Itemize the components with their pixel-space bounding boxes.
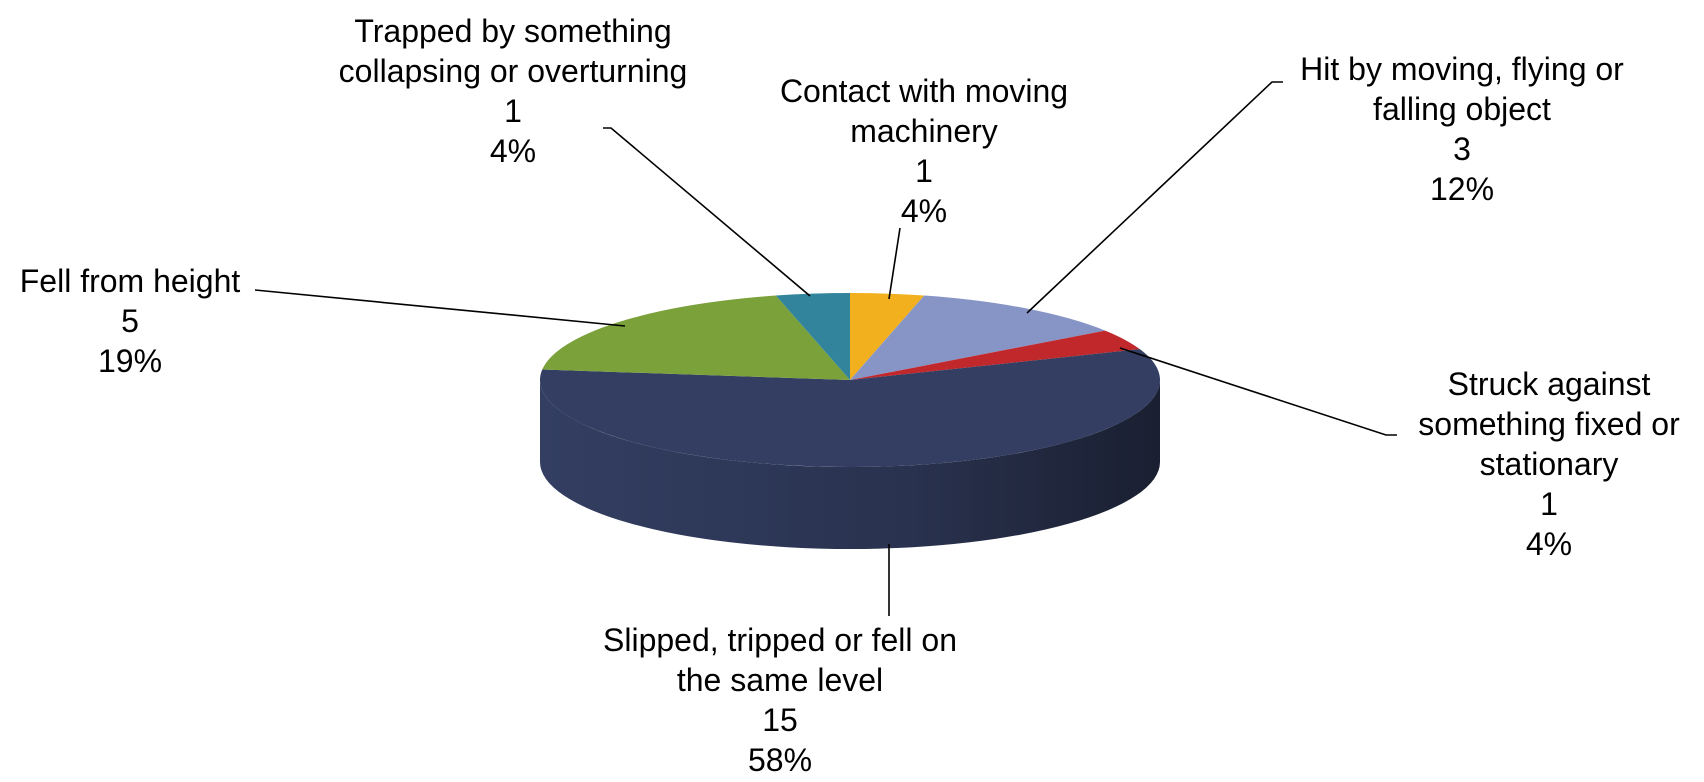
value-label: 3 [1453,131,1471,167]
percent-label: 58% [747,742,813,778]
value-label: 1 [915,153,933,189]
category-name: Trapped by something collapsing or overt… [338,13,688,89]
value-label: 15 [762,702,798,738]
value-label: 5 [121,303,139,339]
category-name: Contact with moving machinery [779,73,1069,149]
data-label: Hit by moving, flying or falling object 3… [1277,49,1647,209]
value-label: 1 [504,93,522,129]
percent-label: 12% [1429,171,1495,207]
value-label: 1 [1540,486,1558,522]
slice [775,293,850,380]
leader-line [1026,81,1283,314]
category-name: Slipped, tripped or fell on the same lev… [603,622,957,698]
leader-lines [254,81,1397,616]
leader-line [254,289,626,327]
data-label: Slipped, tripped or fell on the same lev… [600,620,960,780]
pie [539,293,1160,549]
data-label: Struck against something fixed or statio… [1399,364,1699,564]
slice [850,293,925,380]
slice-side [540,380,1160,549]
leader-line [1119,347,1397,436]
percent-label: 4% [1525,526,1573,562]
category-name: Struck against something fixed or statio… [1418,366,1680,482]
category-name: Hit by moving, flying or falling object [1300,51,1624,127]
slice [542,295,850,380]
slice [850,295,1106,380]
slice [850,330,1140,380]
leader-line [603,127,811,297]
percent-label: 4% [489,133,537,169]
data-label: Contact with moving machinery 1 4% [759,71,1089,231]
data-label: Fell from height 5 19% [0,261,270,381]
percent-label: 19% [97,343,163,379]
slice [539,349,1160,467]
category-name: Fell from height [19,263,241,299]
leader-line [888,227,901,300]
data-label: Trapped by something collapsing or overt… [333,11,693,171]
percent-label: 4% [900,193,948,229]
